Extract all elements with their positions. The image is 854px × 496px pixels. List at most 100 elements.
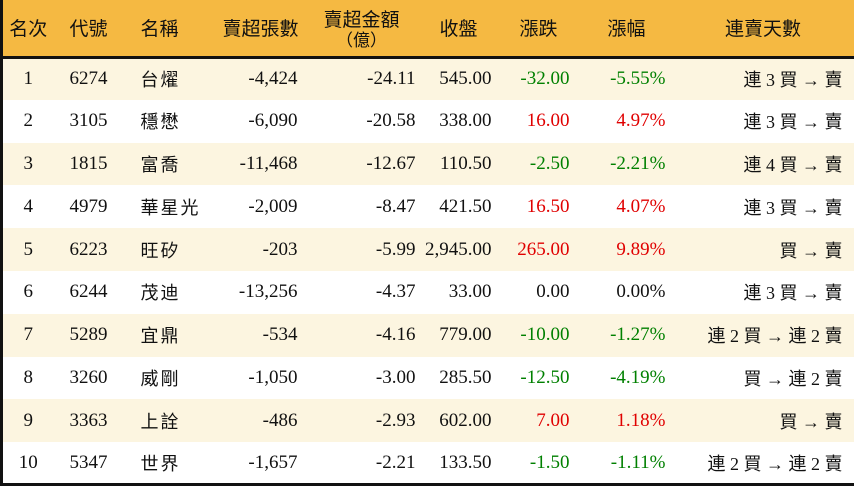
col-header-sell-volume: 賣超張數	[222, 19, 299, 41]
col-header-sell-amount-line2: （億）	[336, 31, 387, 51]
cell-code: 4979	[69, 195, 108, 217]
cell-rank: 5	[23, 238, 34, 260]
cell-sell-amount: -4.16	[375, 324, 416, 346]
cell-close: 2,945.00	[425, 238, 492, 260]
cell-streak: 買 → 連 2 賣	[743, 368, 843, 389]
cell-close: 33.00	[448, 281, 492, 303]
cell-name: 威剛	[140, 368, 181, 389]
cell-code: 5289	[69, 324, 108, 346]
cell-change: -2.50	[529, 152, 570, 174]
cell-close: 779.00	[439, 324, 492, 346]
cell-streak: 連 3 買 → 賣	[743, 197, 843, 218]
cell-sell-volume: -11,468	[239, 152, 298, 174]
cell-change: -1.50	[529, 451, 570, 473]
cell-streak: 連 2 買 → 連 2 賣	[707, 326, 843, 347]
cell-name: 世界	[140, 453, 181, 474]
cell-streak: 連 3 買 → 賣	[743, 283, 843, 304]
cell-code: 3260	[69, 366, 108, 388]
table-row[interactable]: 7 5289 宜鼎 -534 -4.16 779.00 -10.00 -1.27…	[1, 313, 854, 357]
table-row[interactable]: 9 3363 上詮 -486 -2.93 602.00 7.00 1.18% 買…	[1, 399, 854, 443]
cell-close: 133.50	[439, 451, 492, 473]
cell-sell-volume: -1,050	[248, 366, 298, 388]
col-header-name: 名稱	[140, 19, 179, 41]
cell-rank: 10	[18, 451, 38, 473]
cell-sell-volume: -486	[262, 409, 298, 431]
cell-close: 421.50	[439, 195, 492, 217]
cell-change: -32.00	[520, 68, 570, 90]
cell-change-pct: -2.21%	[610, 152, 666, 174]
cell-change-pct: 4.97%	[616, 110, 666, 132]
cell-streak: 連 2 買 → 連 2 賣	[707, 453, 843, 474]
cell-sell-volume: -1,657	[248, 451, 298, 473]
cell-code: 3105	[69, 110, 108, 132]
table-row[interactable]: 4 4979 華星光 -2,009 -8.47 421.50 16.50 4.0…	[1, 185, 854, 229]
cell-change-pct: -4.19%	[610, 366, 666, 388]
cell-sell-amount: -24.11	[367, 68, 416, 90]
cell-change-pct: -5.55%	[610, 68, 666, 90]
cell-change: 265.00	[517, 238, 570, 260]
cell-streak: 買 → 賣	[779, 240, 843, 261]
cell-streak: 連 4 買 → 賣	[743, 154, 843, 175]
col-header-sell-amount-line1: 賣超金額	[323, 10, 400, 32]
cell-change: -12.50	[520, 366, 570, 388]
cell-name: 台燿	[140, 70, 181, 91]
cell-close: 602.00	[439, 409, 492, 431]
cell-rank: 2	[23, 110, 34, 132]
cell-sell-volume: -203	[262, 238, 298, 260]
cell-sell-amount: -12.67	[366, 152, 416, 174]
cell-change-pct: 0.00%	[616, 281, 666, 303]
cell-streak: 連 3 買 → 賣	[743, 70, 843, 91]
cell-name: 上詮	[140, 411, 181, 432]
col-header-change-pct: 漲幅	[607, 19, 646, 41]
cell-close: 338.00	[439, 110, 492, 132]
cell-sell-amount: -8.47	[375, 195, 416, 217]
cell-code: 6274	[69, 68, 108, 90]
table-row[interactable]: 5 6223 旺矽 -203 -5.99 2,945.00 265.00 9.8…	[1, 228, 854, 271]
col-header-sell-amount: 賣超金額 （億）	[302, 0, 422, 57]
cell-rank: 4	[23, 195, 34, 217]
cell-sell-volume: -534	[262, 324, 298, 346]
cell-sell-amount: -2.93	[375, 409, 416, 431]
table-row[interactable]: 3 1815 富喬 -11,468 -12.67 110.50 -2.50 -2…	[1, 142, 854, 186]
cell-rank: 7	[23, 324, 34, 346]
cell-code: 1815	[69, 152, 108, 174]
col-header-code: 代號	[69, 19, 108, 41]
cell-sell-amount: -20.58	[366, 110, 416, 132]
table-row[interactable]: 6 6244 茂迪 -13,256 -4.37 33.00 0.00 0.00%…	[1, 270, 854, 314]
cell-close: 545.00	[439, 68, 492, 90]
table-row[interactable]: 2 3105 穩懋 -6,090 -20.58 338.00 16.00 4.9…	[1, 99, 854, 143]
cell-name: 茂迪	[140, 283, 181, 304]
cell-rank: 8	[23, 366, 34, 388]
cell-name: 富喬	[140, 154, 181, 175]
cell-sell-volume: -2,009	[248, 195, 298, 217]
cell-change-pct: -1.27%	[610, 324, 666, 346]
cell-name: 旺矽	[140, 240, 181, 261]
table-row[interactable]: 10 5347 世界 -1,657 -2.21 133.50 -1.50 -1.…	[1, 442, 854, 485]
cell-sell-amount: -2.21	[375, 451, 416, 473]
cell-name: 穩懋	[140, 112, 181, 133]
cell-sell-volume: -4,424	[248, 68, 298, 90]
cell-change: 16.50	[526, 195, 570, 217]
cell-rank: 9	[23, 409, 34, 431]
cell-close: 285.50	[439, 366, 492, 388]
cell-change: 16.00	[526, 110, 570, 132]
cell-code: 6223	[69, 238, 108, 260]
cell-code: 6244	[69, 281, 108, 303]
cell-name: 華星光	[140, 197, 201, 218]
cell-sell-volume: -13,256	[238, 281, 298, 303]
col-header-change: 漲跌	[519, 19, 558, 41]
cell-sell-amount: -5.99	[375, 238, 416, 260]
cell-change-pct: 4.07%	[616, 195, 666, 217]
table-row[interactable]: 8 3260 威剛 -1,050 -3.00 285.50 -12.50 -4.…	[1, 356, 854, 400]
cell-code: 3363	[69, 409, 108, 431]
cell-change-pct: 9.89%	[616, 238, 666, 260]
cell-change-pct: 1.18%	[616, 409, 666, 431]
cell-rank: 1	[23, 68, 34, 90]
table-row[interactable]: 1 6274 台燿 -4,424 -24.11 545.00 -32.00 -5…	[1, 57, 854, 100]
cell-sell-amount: -4.37	[375, 281, 416, 303]
cell-change: 0.00	[536, 281, 570, 303]
cell-rank: 6	[23, 281, 34, 303]
col-header-close: 收盤	[439, 19, 478, 41]
cell-sell-volume: -6,090	[248, 110, 298, 132]
col-header-rank: 名次	[9, 19, 48, 41]
